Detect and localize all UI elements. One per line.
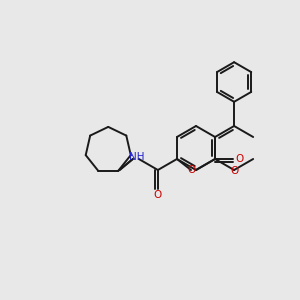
Text: O: O [154,190,162,200]
Text: O: O [188,165,196,175]
Text: NH: NH [129,152,145,162]
Text: O: O [230,166,239,176]
Text: O: O [235,154,243,164]
